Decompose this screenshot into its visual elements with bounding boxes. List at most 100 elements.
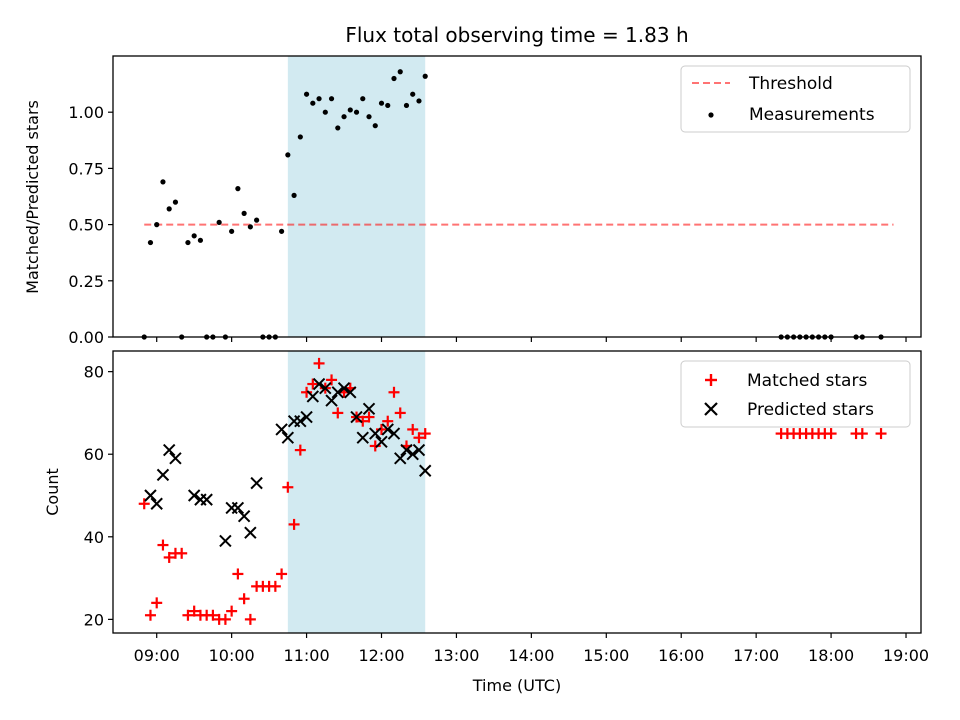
bottom-x-ticks: 09:00 10:00 11:00 12:00 13:00 14:00 15:00 16:00… xyxy=(134,633,929,665)
measurement-point xyxy=(160,179,166,185)
matched-star-point xyxy=(219,613,231,625)
measurement-point xyxy=(347,107,353,113)
top-legend: Threshold Measurements xyxy=(680,65,911,133)
measurement-point xyxy=(385,102,391,109)
measurement-point xyxy=(154,222,160,228)
top-x-ticks xyxy=(156,337,907,342)
matched-star-point xyxy=(163,551,175,563)
predicted-star-point xyxy=(162,443,176,457)
x-axis-label: Time (UTC) xyxy=(472,676,561,695)
predicted-star-point xyxy=(237,509,251,523)
predicted-star-point xyxy=(275,423,288,436)
matched-star-point xyxy=(207,609,219,621)
predicted-star-point xyxy=(281,431,295,444)
bottom-plot-frame xyxy=(112,350,922,634)
matched-star-point xyxy=(244,613,256,625)
measurement-point xyxy=(297,134,303,140)
matched-star-point xyxy=(138,498,150,510)
predicted-star-point xyxy=(331,386,344,399)
matched-star-point xyxy=(382,415,394,427)
matched-star-point xyxy=(188,605,200,617)
predicted-star-point xyxy=(400,443,413,457)
top-plot-frame xyxy=(112,55,922,338)
top-y-tick-label: 0.25 xyxy=(68,272,104,291)
predicted-star-point xyxy=(369,427,382,440)
legend-measurements-label: Measurements xyxy=(749,105,875,125)
top-y-ticks: 0.00 0.25 0.50 0.75 1.00 xyxy=(68,103,113,347)
matched-star-point xyxy=(407,423,419,435)
predicted-star-point xyxy=(312,377,326,391)
bottom-y-tick-label: 20 xyxy=(84,610,104,629)
measurement-point xyxy=(166,206,172,212)
matched-star-point xyxy=(875,428,887,440)
matched-star-point xyxy=(419,428,431,440)
measurement-point xyxy=(197,237,204,243)
predicted-star-point xyxy=(325,394,338,407)
predicted-star-point xyxy=(306,390,320,403)
measurement-point xyxy=(303,91,310,97)
measurement-point xyxy=(235,186,241,192)
predicted-star-point xyxy=(406,448,419,461)
x-tick-label: 18:00 xyxy=(808,646,854,665)
matched-star-point xyxy=(307,378,319,390)
measurement-point xyxy=(341,114,347,120)
matched-star-point xyxy=(363,411,375,423)
matched-star-point xyxy=(144,609,156,621)
matched-star-point xyxy=(313,357,325,369)
predicted-star-point xyxy=(319,381,332,395)
measurement-point xyxy=(397,69,403,75)
measurement-point xyxy=(366,114,372,120)
measurement-point xyxy=(278,228,285,234)
matched-star-point xyxy=(856,428,868,440)
predicted-star-point xyxy=(200,493,213,506)
predicted-star-point xyxy=(156,468,170,482)
x-tick-label: 16:00 xyxy=(658,646,704,665)
predicted-star-point xyxy=(337,381,351,395)
matched-star-point xyxy=(276,568,288,580)
predicted-star-point xyxy=(187,489,201,502)
measurement-point xyxy=(285,152,291,158)
measurement-point xyxy=(353,109,360,115)
measurement-point xyxy=(410,91,416,97)
legend-predicted-label: Predicted stars xyxy=(747,400,874,420)
top-y-tick-label: 0.50 xyxy=(68,216,104,235)
matched-star-point xyxy=(326,374,338,386)
matched-star-point xyxy=(394,407,406,419)
bottom-y-axis-label: Count xyxy=(43,468,62,516)
x-tick-label: 10:00 xyxy=(209,646,255,665)
predicted-star-point xyxy=(169,452,182,465)
top-y-axis-label: Matched/Predicted stars xyxy=(23,100,42,294)
measurement-point xyxy=(229,228,235,234)
legend-predicted-swatch xyxy=(704,402,718,416)
matched-star-point xyxy=(232,568,244,580)
matched-star-point xyxy=(151,597,163,609)
bottom-y-tick-label: 60 xyxy=(84,445,104,464)
measurement-point xyxy=(378,100,385,106)
measurement-point xyxy=(254,217,260,223)
predicted-star-point xyxy=(387,427,401,440)
matched-star-point xyxy=(332,407,344,419)
x-tick-label: 17:00 xyxy=(733,646,779,665)
top-y-tick-label: 0.75 xyxy=(68,159,104,178)
matched-star-point xyxy=(357,415,369,427)
predicted-star-point xyxy=(419,464,432,477)
matched-star-point xyxy=(369,440,381,452)
measurement-point xyxy=(247,224,253,230)
bottom-y-tick-label: 80 xyxy=(84,363,104,382)
predicted-star-point xyxy=(375,435,388,449)
measurement-point xyxy=(241,210,247,216)
matched-star-point xyxy=(269,580,281,592)
measurement-point xyxy=(328,96,335,102)
measurement-point xyxy=(422,73,428,79)
predicted-star-point xyxy=(144,489,157,502)
matched-star-point xyxy=(288,518,300,530)
measurement-point xyxy=(172,199,179,205)
predicted-star-point xyxy=(150,497,163,510)
predicted-star-point xyxy=(412,443,426,457)
x-tick-label: 15:00 xyxy=(583,646,629,665)
x-tick-label: 13:00 xyxy=(433,646,479,665)
matched-star-point xyxy=(388,386,400,398)
predicted-star-point xyxy=(394,452,407,465)
measurement-point xyxy=(322,109,328,115)
